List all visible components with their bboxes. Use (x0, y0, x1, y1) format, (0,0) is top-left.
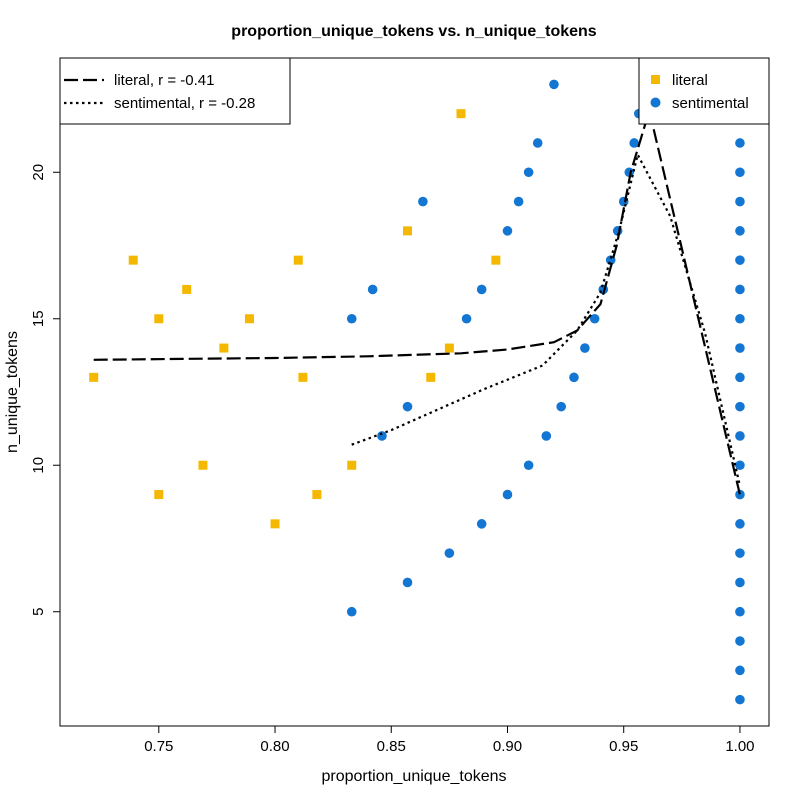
x-tick-label: 0.80 (260, 738, 289, 755)
y-tick-label: 15 (30, 310, 47, 327)
x-tick-label: 0.75 (144, 738, 173, 755)
point-sentimental (735, 343, 745, 353)
x-tick-label: 1.00 (725, 738, 754, 755)
point-sentimental (735, 636, 745, 646)
point-literal (182, 284, 192, 294)
point-sentimental (502, 489, 513, 500)
point-sentimental (541, 431, 552, 441)
chart-title: proportion_unique_tokens vs. n_unique_to… (231, 23, 596, 40)
point-sentimental (735, 519, 745, 529)
point-sentimental (569, 372, 579, 383)
point-literal (154, 490, 164, 500)
point-literal (244, 314, 254, 324)
point-sentimental (735, 401, 745, 412)
legend-marker-literal (651, 75, 660, 84)
point-sentimental (418, 196, 428, 207)
legend-point-sentimental-label: sentimental (672, 95, 749, 112)
point-literal (298, 372, 308, 382)
point-sentimental (624, 167, 635, 178)
point-sentimental (735, 577, 745, 588)
legend-points: literal sentimental (638, 57, 770, 125)
point-sentimental (461, 313, 472, 324)
point-literal (456, 109, 466, 119)
axes: 0.75 0.80 0.85 0.90 0.95 1.00 5 10 15 20 (30, 57, 770, 755)
point-literal (426, 372, 436, 382)
point-sentimental (346, 606, 357, 617)
point-literal (403, 226, 413, 236)
x-tick-label: 0.90 (493, 738, 522, 755)
point-sentimental (735, 694, 745, 705)
point-literal (444, 343, 454, 353)
point-sentimental (367, 284, 378, 295)
point-sentimental (402, 401, 413, 412)
point-sentimental (735, 489, 745, 500)
plot-area (89, 79, 745, 705)
point-sentimental (735, 167, 745, 178)
point-sentimental (735, 665, 745, 676)
point-sentimental (735, 138, 745, 148)
point-sentimental (735, 255, 745, 265)
point-sentimental (476, 519, 487, 529)
point-sentimental (346, 313, 357, 324)
point-sentimental (735, 226, 745, 236)
point-sentimental (556, 401, 566, 412)
point-sentimental (532, 138, 543, 148)
point-sentimental (735, 313, 745, 324)
point-sentimental (549, 79, 559, 90)
point-literal (198, 460, 208, 470)
fit-line-literal (93, 109, 741, 495)
legend-marker-sentimental (650, 97, 661, 108)
y-tick-label: 10 (30, 457, 47, 474)
legend-line-literal-label: literal, r = -0.41 (114, 72, 214, 89)
y-tick-label: 5 (30, 608, 47, 616)
x-tick-label: 0.95 (609, 738, 638, 755)
point-sentimental (580, 343, 590, 353)
point-literal (270, 519, 280, 529)
point-sentimental (735, 372, 745, 383)
point-sentimental (618, 196, 629, 207)
y-tick-label: 20 (30, 164, 47, 181)
point-sentimental (735, 431, 745, 441)
x-tick-label: 0.85 (377, 738, 406, 755)
point-sentimental (735, 284, 745, 295)
point-sentimental (476, 284, 487, 295)
point-sentimental (402, 577, 413, 588)
point-sentimental (735, 460, 745, 471)
point-sentimental (629, 138, 639, 148)
point-sentimental (589, 313, 600, 324)
point-literal (89, 372, 99, 382)
point-literal (347, 460, 357, 470)
point-sentimental (377, 431, 387, 441)
point-literal (154, 314, 164, 324)
point-sentimental (444, 548, 455, 558)
y-axis-label: n_unique_tokens (4, 331, 21, 453)
point-sentimental (735, 548, 745, 558)
point-sentimental (735, 196, 745, 207)
legend-point-literal-label: literal (672, 72, 708, 89)
plot-frame (59, 57, 770, 727)
legend-line-sentimental-label: sentimental, r = -0.28 (114, 95, 255, 112)
legend-lines: literal, r = -0.41 sentimental, r = -0.2… (59, 57, 291, 125)
point-literal (491, 255, 501, 265)
x-axis-label: proportion_unique_tokens (321, 768, 506, 785)
point-sentimental (523, 460, 534, 471)
point-sentimental (523, 167, 534, 178)
fit-line-sentimental (351, 153, 741, 487)
point-sentimental (735, 606, 745, 617)
point-literal (312, 490, 322, 500)
point-literal (293, 255, 303, 265)
point-literal (128, 255, 138, 265)
point-sentimental (513, 196, 524, 207)
point-literal (219, 343, 229, 353)
point-sentimental (502, 226, 513, 236)
